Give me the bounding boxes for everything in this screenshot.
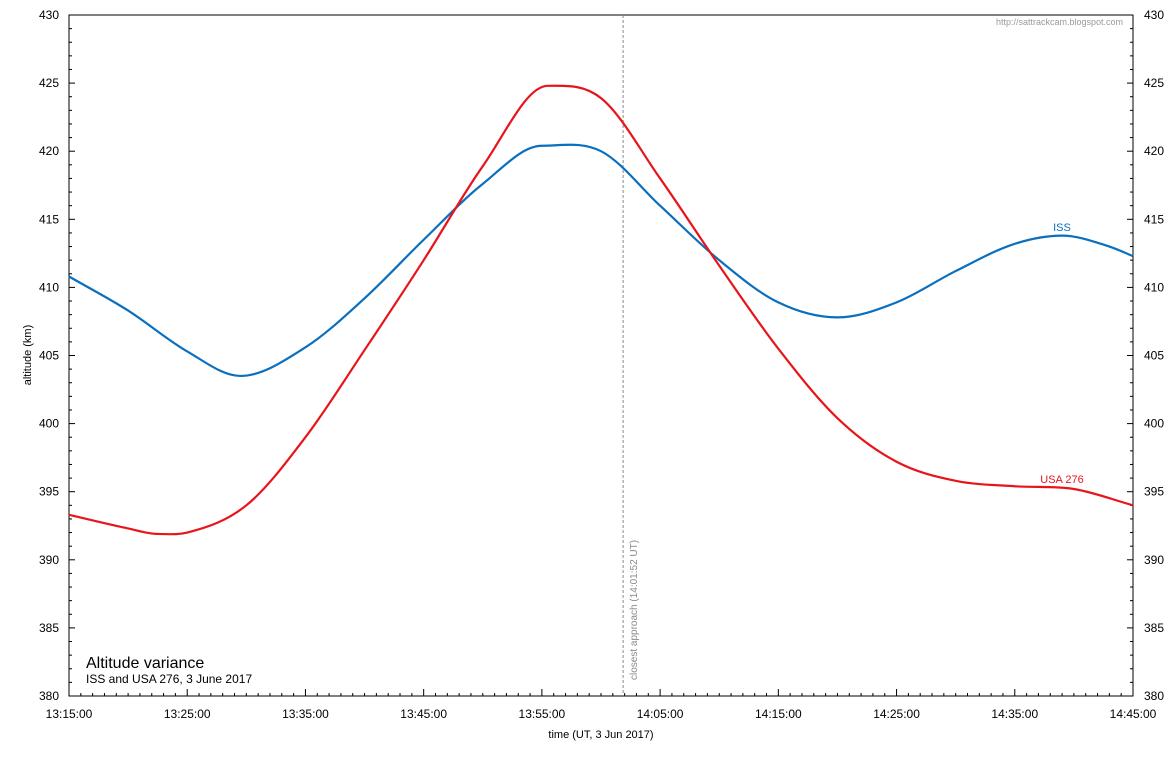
y-tick-label-right: 405 (1144, 349, 1164, 363)
y-tick-label-left: 400 (39, 417, 59, 431)
series-label-iss: ISS (1053, 222, 1071, 234)
y-tick-label-right: 380 (1144, 689, 1164, 703)
y-tick-label-left: 430 (39, 8, 59, 22)
credit-text: http://sattrackcam.blogspot.com (996, 17, 1123, 27)
x-tick-label: 13:35:00 (282, 707, 329, 721)
y-tick-label-right: 385 (1144, 621, 1164, 635)
y-tick-label-right: 395 (1144, 485, 1164, 499)
y-tick-label-left: 420 (39, 144, 59, 158)
y-tick-label-right: 415 (1144, 212, 1164, 226)
y-tick-label-right: 420 (1144, 144, 1164, 158)
plot-frame (68, 14, 1134, 697)
y-tick-label-left: 380 (39, 689, 59, 703)
tick-layer: 380 380 385 385 390 390 395 395 400 400 405 405 410 4… (39, 8, 1164, 721)
x-tick-label: 13:55:00 (519, 707, 566, 721)
series-line-usa-276 (68, 84, 1134, 536)
closest-approach-label: closest approach (14:01:52 UT) (629, 540, 640, 680)
y-tick-label-left: 395 (39, 485, 59, 499)
x-tick-label: 13:25:00 (164, 707, 211, 721)
y-tick-label-left: 385 (39, 621, 59, 635)
x-tick-label: 14:05:00 (637, 707, 684, 721)
y-axis-title: altitude (km) (22, 325, 34, 386)
x-tick-label: 13:45:00 (400, 707, 447, 721)
y-tick-label-left: 390 (39, 553, 59, 567)
x-tick-label: 14:35:00 (991, 707, 1038, 721)
series-line-iss (68, 143, 1134, 378)
x-tick-label: 14:15:00 (755, 707, 802, 721)
y-tick-label-left: 415 (39, 212, 59, 226)
y-tick-label-right: 425 (1144, 76, 1164, 90)
x-tick-label: 14:25:00 (873, 707, 920, 721)
y-tick-label-left: 425 (39, 76, 59, 90)
y-tick-label-right: 430 (1144, 8, 1164, 22)
y-tick-label-right: 410 (1144, 280, 1164, 294)
series-layer (68, 84, 1134, 536)
chart-subtitle: ISS and USA 276, 3 June 2017 (86, 672, 252, 686)
x-axis-title: time (UT, 3 Jun 2017) (548, 729, 653, 741)
y-tick-label-right: 390 (1144, 553, 1164, 567)
x-tick-label: 13:15:00 (46, 707, 93, 721)
x-tick-label: 14:45:00 (1110, 707, 1157, 721)
series-label-usa-276: USA 276 (1040, 474, 1083, 486)
chart-title: Altitude variance (86, 655, 204, 672)
y-tick-label-left: 410 (39, 280, 59, 294)
y-tick-label-right: 400 (1144, 417, 1164, 431)
y-tick-label-left: 405 (39, 349, 59, 363)
